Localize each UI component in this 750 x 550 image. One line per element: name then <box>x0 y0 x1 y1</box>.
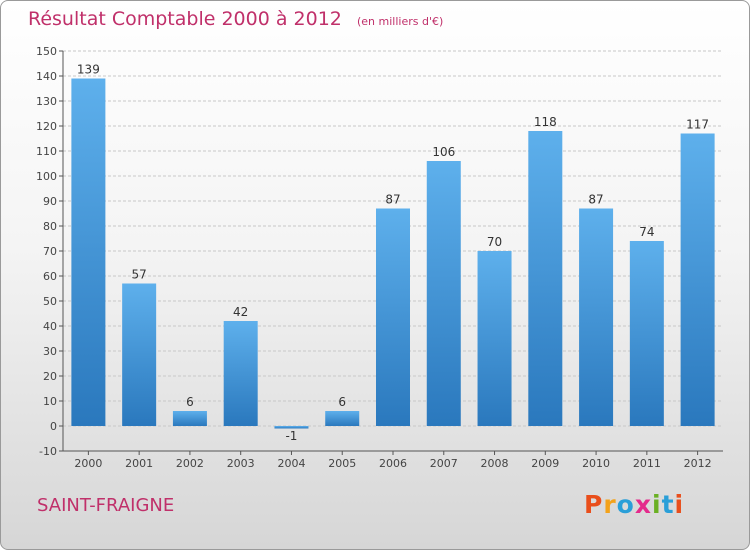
value-label-2011: 74 <box>639 225 654 239</box>
y-tick-label: 150 <box>36 45 57 58</box>
bar-2004 <box>274 426 309 429</box>
bar-2007 <box>426 161 461 426</box>
bar-2012 <box>680 133 715 426</box>
y-tick-label: 140 <box>36 70 57 83</box>
logo-letter: i <box>674 490 685 519</box>
y-tick-label: 120 <box>36 120 57 133</box>
y-tick-label: 10 <box>43 395 57 408</box>
bar-2005 <box>325 411 360 426</box>
place-name: SAINT-FRAIGNE <box>37 495 175 516</box>
logo-letter: o <box>616 490 635 519</box>
title-row: Résultat Comptable 2000 à 2012 (en milli… <box>28 8 443 30</box>
value-label-2002: 6 <box>186 395 194 409</box>
chart-title: Résultat Comptable 2000 à 2012 <box>28 8 342 30</box>
value-label-2012: 117 <box>686 118 709 132</box>
y-tick-label: 110 <box>36 145 57 158</box>
value-label-2000: 139 <box>77 63 100 77</box>
y-tick-label: -10 <box>39 445 57 458</box>
chart-unit: (en milliers d'€) <box>356 15 444 28</box>
x-tick-label: 2012 <box>684 457 712 470</box>
logo-letter: x <box>634 490 652 519</box>
x-tick-label: 2007 <box>430 457 458 470</box>
bar-2002 <box>172 411 207 426</box>
x-tick-label: 2002 <box>176 457 204 470</box>
y-tick-label: 60 <box>43 270 57 283</box>
y-tick-label: 20 <box>43 370 57 383</box>
y-tick-label: 40 <box>43 320 57 333</box>
x-tick-label: 2003 <box>227 457 255 470</box>
bar-2010 <box>579 208 614 426</box>
x-tick-label: 2001 <box>125 457 153 470</box>
axes: -10 0 10 20 30 40 50 60 70 80 90 100 110 120 130 140 150… <box>36 45 723 470</box>
x-tick-label: 2011 <box>633 457 661 470</box>
value-label-2009: 118 <box>534 115 557 129</box>
x-tick-label: 2000 <box>74 457 102 470</box>
x-tick-label: 2005 <box>328 457 356 470</box>
value-labels: 139 57 6 42 -1 6 87 106 70 118 87 74 117 <box>77 63 709 444</box>
logo-letter: t <box>661 490 675 519</box>
x-tick-label: 2004 <box>277 457 305 470</box>
y-tick-label: 130 <box>36 95 57 108</box>
value-label-2004: -1 <box>285 429 297 443</box>
bar-2006 <box>376 208 410 426</box>
logo-letter: r <box>603 490 617 519</box>
x-tick-label: 2008 <box>481 457 509 470</box>
x-tick-label: 2010 <box>582 457 610 470</box>
bars <box>71 78 715 429</box>
y-tick-label: 30 <box>43 345 57 358</box>
y-tick-label: 70 <box>43 245 57 258</box>
bar-2009 <box>528 131 563 426</box>
y-tick-label: 0 <box>50 420 57 433</box>
x-tick-label: 2009 <box>531 457 559 470</box>
bar-2000 <box>71 78 106 426</box>
value-label-2010: 87 <box>588 193 603 207</box>
value-label-2005: 6 <box>338 395 346 409</box>
bar-2008 <box>477 251 512 426</box>
proxiti-logo: Proxiti <box>584 490 684 519</box>
y-tick-label: 90 <box>43 195 57 208</box>
value-label-2006: 87 <box>385 193 400 207</box>
x-tick-label: 2006 <box>379 457 407 470</box>
value-label-2007: 106 <box>432 145 455 159</box>
y-tick-label: 100 <box>36 170 57 183</box>
y-tick-label: 80 <box>43 220 57 233</box>
logo-letter: i <box>652 490 662 519</box>
logo-letter: P <box>584 490 604 519</box>
value-label-2001: 57 <box>132 268 147 282</box>
value-label-2003: 42 <box>233 305 248 319</box>
bar-2003 <box>223 321 258 426</box>
bar-2001 <box>122 283 157 426</box>
value-label-2008: 70 <box>487 235 502 249</box>
bar-2011 <box>629 241 664 426</box>
y-tick-label: 50 <box>43 295 57 308</box>
